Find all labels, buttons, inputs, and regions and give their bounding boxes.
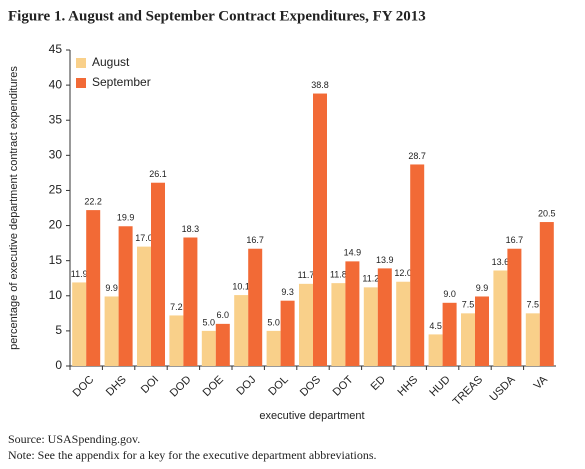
value-label: 28.7: [408, 151, 426, 161]
bar: [377, 268, 392, 366]
bar: [234, 295, 249, 366]
bar: [493, 270, 508, 366]
y-tick-label: 40: [49, 77, 63, 91]
bar: [331, 283, 346, 366]
x-tick-label: USDA: [487, 373, 518, 404]
value-label: 7.5: [527, 300, 540, 310]
legend-label: September: [92, 75, 151, 89]
chart-title: Figure 1. August and September Contract …: [8, 8, 426, 24]
x-tick-label: HUD: [427, 374, 452, 399]
value-label: 7.5: [462, 300, 475, 310]
bar: [104, 296, 119, 366]
value-label: 5.0: [267, 317, 280, 327]
x-tick-label: DOD: [168, 374, 194, 400]
bar: [72, 282, 87, 366]
x-tick-label: VA: [532, 373, 551, 392]
x-tick-label: ED: [369, 374, 388, 393]
footnote: Note: See the appendix for a key for the…: [8, 448, 377, 462]
bar: [461, 313, 475, 366]
value-label: 11.2: [362, 274, 379, 284]
bar: [396, 281, 411, 366]
y-axis-label: percentage of executive department contr…: [8, 66, 20, 350]
value-label: 14.9: [344, 248, 362, 258]
x-tick-label: TREAS: [451, 374, 485, 408]
x-tick-label: DOE: [201, 374, 226, 399]
y-tick-label: 25: [49, 183, 63, 197]
value-label: 4.5: [429, 321, 442, 331]
x-tick-label: DOL: [266, 374, 290, 398]
bar: [313, 93, 327, 366]
value-label: 38.8: [311, 80, 329, 90]
value-label: 20.5: [538, 208, 556, 218]
bar: [507, 248, 522, 366]
x-tick-label: DOT: [331, 374, 356, 399]
value-label: 19.9: [117, 213, 135, 223]
legend-swatch: [76, 78, 86, 88]
bar: [363, 287, 378, 366]
value-label: 13.6: [492, 257, 510, 267]
value-label: 11.9: [71, 269, 88, 279]
bar: [280, 300, 295, 366]
x-tick-label: DOI: [139, 374, 161, 396]
value-label: 17.0: [135, 233, 153, 243]
value-label: 16.7: [506, 235, 524, 245]
value-label: 22.2: [84, 196, 102, 206]
bar: [118, 226, 133, 366]
bar: [475, 296, 489, 366]
bar: [169, 315, 184, 366]
y-tick-label: 30: [49, 148, 63, 162]
x-axis-label: executive department: [259, 410, 364, 422]
value-label: 13.9: [376, 255, 394, 265]
value-label: 11.8: [330, 270, 347, 280]
value-label: 12.0: [394, 268, 412, 278]
y-tick-label: 0: [55, 358, 62, 372]
bar: [183, 237, 198, 366]
value-label: 18.3: [182, 224, 200, 234]
legend-label: August: [92, 55, 130, 69]
bar: [137, 246, 151, 366]
y-tick-label: 45: [49, 42, 63, 56]
x-tick-label: DOJ: [234, 374, 258, 398]
value-label: 26.1: [149, 169, 167, 179]
y-tick-label: 15: [49, 253, 63, 267]
bar: [266, 330, 281, 366]
bar: [428, 334, 443, 366]
bar: [442, 302, 457, 366]
y-tick-label: 20: [49, 218, 63, 232]
value-label: 7.2: [170, 302, 183, 312]
value-label: 10.1: [232, 281, 250, 291]
bar: [410, 164, 425, 366]
value-label: 9.0: [443, 289, 456, 299]
legend-swatch: [76, 58, 86, 68]
x-tick-label: DOC: [71, 374, 97, 400]
bar: [525, 313, 540, 366]
y-tick-label: 10: [49, 288, 63, 302]
value-label: 9.9: [476, 283, 489, 293]
source-note: Source: USASpending.gov.: [8, 432, 140, 446]
y-tick-label: 35: [49, 112, 63, 126]
x-tick-label: DOS: [298, 374, 323, 399]
x-tick-label: HHS: [395, 374, 420, 399]
value-label: 11.7: [298, 270, 315, 280]
bar: [248, 248, 263, 366]
bar: [215, 323, 230, 366]
bar: [86, 210, 101, 366]
value-label: 6.0: [217, 310, 230, 320]
y-tick-label: 5: [55, 323, 62, 337]
bar: [299, 283, 313, 366]
bar: [201, 330, 216, 366]
bar: [151, 182, 165, 366]
bar: [345, 261, 360, 366]
value-label: 16.7: [246, 235, 264, 245]
x-tick-label: DHS: [104, 374, 129, 399]
value-label: 9.3: [281, 287, 294, 297]
value-label: 5.0: [203, 317, 216, 327]
bar: [539, 222, 554, 366]
value-label: 9.9: [105, 283, 118, 293]
